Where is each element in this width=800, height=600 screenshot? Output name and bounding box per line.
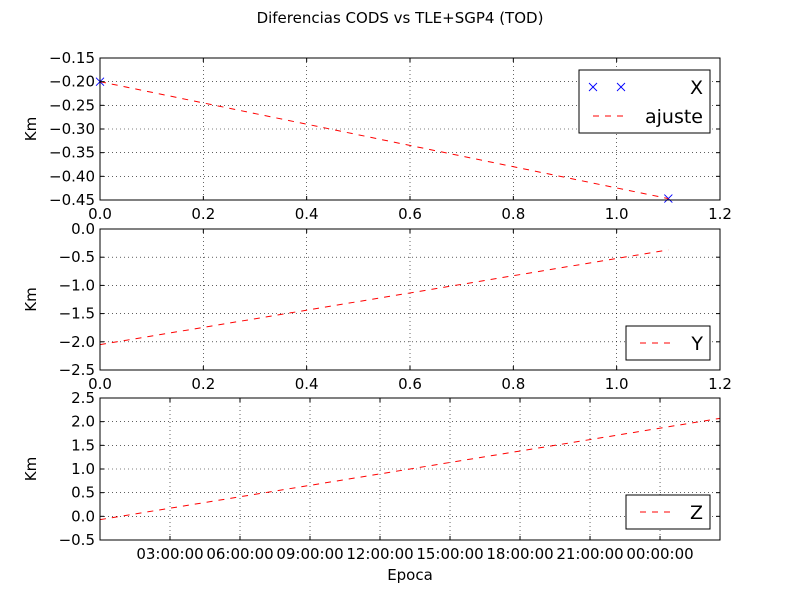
x-ylabel: Km [22,117,40,141]
x-ytick-label-3: −0.30 [49,120,95,138]
x-legend-marker-1 [616,82,626,92]
x-xtick-label-5: 1.0 [605,205,629,223]
x-legend-entry-x: X [588,77,703,99]
x-legend-marker-0 [588,82,598,92]
z-legend-entry-z: Z [640,502,703,524]
z-ylabel: Km [22,457,40,481]
z-legend: Z [625,494,711,530]
z-series-z-line [99,417,721,521]
x-ytick-label-2: −0.25 [49,96,95,114]
z-xtick-label-5: 18:00:00 [486,545,553,563]
z-ytick-label-2: 1.5 [71,436,95,454]
y-ytick-label-0: 0.0 [71,220,95,238]
y-xtick-label-6: 1.2 [708,375,732,393]
y-ylabel: Km [22,287,40,311]
y-ytick-label-2: −1.0 [59,276,95,294]
x-xtick-label-2: 0.4 [295,205,319,223]
y-legend-label-y: Y [690,333,703,355]
marker-stroke [616,82,626,92]
x-legend-label-ajuste: ajuste [645,106,703,128]
x-legend-box [578,69,711,134]
x-ytick-label-0: −0.15 [49,49,95,67]
y-series-y-line [99,249,669,346]
z-xtick-label-7: 00:00:00 [626,545,693,563]
y-ytick-label-4: −2.0 [59,333,95,351]
z-ytick-label-0: 2.5 [71,389,95,407]
z-xtick-label-0: 03:00:00 [136,545,203,563]
y-ytick-label-1: −0.5 [59,248,95,266]
marker-stroke [588,82,598,92]
y-ytick-label-5: −2.5 [59,361,95,379]
z-xlabel: Epoca [387,566,433,584]
x-ytick-label-5: −0.40 [49,167,95,185]
figure-title: Diferencias CODS vs TLE+SGP4 (TOD) [257,9,544,27]
x-legend-label-x: X [690,77,703,99]
z-xtick-label-3: 12:00:00 [346,545,413,563]
z-xtick-label-1: 06:00:00 [206,545,273,563]
z-xtick-label-2: 09:00:00 [276,545,343,563]
x-xtick-label-1: 0.2 [191,205,215,223]
x-xtick-label-0: 0.0 [88,205,112,223]
y-xtick-label-0: 0.0 [88,375,112,393]
z-xtick-label-6: 21:00:00 [556,545,623,563]
z-ytick-label-3: 1.0 [71,460,95,478]
x-xtick-label-3: 0.6 [398,205,422,223]
y-plot-area [100,229,720,370]
x-legend-entry-ajuste: ajuste [593,106,703,128]
y-ytick-label-3: −1.5 [59,305,95,323]
subplot-z: 03:00:00 06:00:00 09:00:00 12:00:00 15:00:00… [22,389,721,584]
y-xtick-label-3: 0.6 [398,375,422,393]
z-xtick-label-4: 15:00:00 [416,545,483,563]
subplot-x: 0.0 0.2 0.4 0.6 0.8 1.0 1.2 −0.15 −0.20 −0.25 −0.3… [22,49,732,223]
z-legend-label-z: Z [690,502,703,524]
marker-stroke [664,194,673,203]
y-xtick-label-5: 1.0 [605,375,629,393]
z-ytick-label-1: 2.0 [71,413,95,431]
subplot-y: 0.0 0.2 0.4 0.6 0.8 1.0 1.2 0.0 −0.5 −1.0 −1.5 −2.0… [22,220,732,393]
x-ytick-label-1: −0.20 [49,73,95,91]
x-ytick-label-4: −0.35 [49,144,95,162]
y-xtick-label-1: 0.2 [191,375,215,393]
x-xtick-label-6: 1.2 [708,205,732,223]
y-legend: Y [625,325,711,361]
y-legend-entry-y: Y [640,333,703,355]
y-xtick-label-2: 0.4 [295,375,319,393]
x-data-point-1 [664,194,673,203]
z-ytick-label-5: 0.0 [71,507,95,525]
y-xtick-label-4: 0.8 [501,375,525,393]
z-ytick-label-6: −0.5 [59,531,95,549]
x-series-ajuste-line [99,81,669,200]
z-ytick-label-4: 0.5 [71,484,95,502]
x-xtick-label-4: 0.8 [501,205,525,223]
x-ytick-label-6: −0.45 [49,191,95,209]
